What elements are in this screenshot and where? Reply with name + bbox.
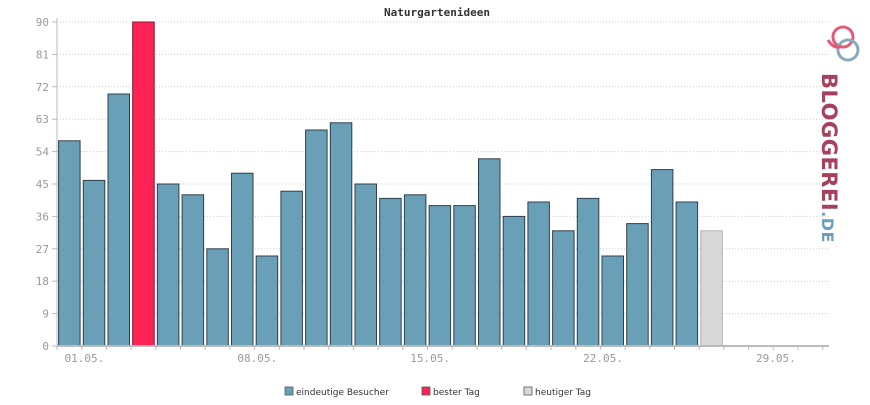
chart-title: Naturgartenideen <box>384 6 490 19</box>
x-tick-label: 01.05. <box>64 352 104 365</box>
bloggerei-logo-icon <box>826 25 860 62</box>
bar <box>428 205 452 347</box>
bar <box>552 230 575 347</box>
x-tick-label: 15.05. <box>410 352 450 365</box>
legend-swatch <box>421 386 431 396</box>
bar <box>478 158 501 347</box>
y-tick-label: 90 <box>36 16 49 29</box>
axes <box>56 18 829 347</box>
legend: eindeutige Besucher bester Tag heutiger Ta… <box>284 386 591 398</box>
x-axis-ticks: 01.05. 08.05. 15.05. 22.05. 29.05. <box>56 346 824 365</box>
legend-swatch <box>523 386 533 396</box>
bar-today <box>700 230 723 347</box>
legend-label: eindeutige Besucher <box>296 388 389 398</box>
x-tick-label: 22.05. <box>583 352 623 365</box>
bar <box>675 201 699 347</box>
bar <box>329 122 353 347</box>
legend-swatch <box>284 386 294 396</box>
x-tick-label: 08.05. <box>237 352 277 365</box>
bar <box>280 190 303 347</box>
bloggerei-logo: BLOGGEREI.DE <box>817 25 860 243</box>
bar <box>58 140 81 347</box>
bar <box>626 223 649 347</box>
bar <box>206 248 229 347</box>
bar <box>403 194 427 347</box>
bar <box>650 169 674 347</box>
y-tick-label: 0 <box>42 340 49 353</box>
legend-label: heutiger Tag <box>535 388 591 398</box>
y-tick-label: 9 <box>42 308 49 321</box>
bar <box>576 197 600 347</box>
bar <box>453 205 476 347</box>
x-tick-label: 29.05. <box>756 352 796 365</box>
y-tick-label: 72 <box>36 81 49 94</box>
bar <box>82 179 106 347</box>
y-tick-label: 54 <box>36 146 50 159</box>
bar <box>527 201 550 347</box>
logo-text: BLOGGEREI.DE <box>817 73 841 243</box>
y-tick-label: 45 <box>36 178 49 191</box>
bar <box>231 172 254 347</box>
bars <box>58 21 723 347</box>
bar <box>502 215 526 347</box>
bar <box>107 93 130 347</box>
y-tick-label: 63 <box>36 113 49 126</box>
y-tick-label: 18 <box>36 275 49 288</box>
y-tick-label: 36 <box>36 210 49 223</box>
bar <box>379 197 402 347</box>
legend-label: bester Tag <box>433 388 480 398</box>
bar <box>181 194 205 347</box>
y-tick-label: 27 <box>36 243 49 256</box>
bar <box>601 255 624 347</box>
y-axis-ticks: 0 9 18 27 36 45 54 63 72 81 90 <box>36 16 57 353</box>
bar <box>354 183 377 347</box>
bar <box>156 183 180 347</box>
bar <box>255 255 279 347</box>
bar <box>305 129 328 347</box>
y-tick-label: 81 <box>36 48 49 61</box>
bar-best-day <box>132 21 155 347</box>
